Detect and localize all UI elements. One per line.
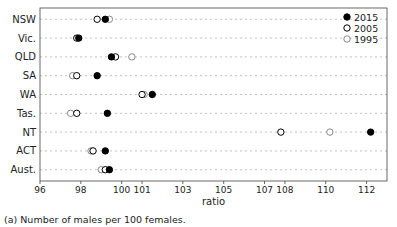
y-tick-label: QLD: [15, 51, 36, 62]
grid-line: [40, 94, 387, 95]
chart: 96 98 100101 103 105 107108 110 112 ratio NSW Vic.…: [0, 0, 397, 227]
dot: [76, 35, 82, 41]
x-tick-label: 101: [133, 185, 150, 195]
legend-label: 2005: [354, 23, 378, 34]
grid-line: [40, 19, 387, 20]
y-tick-label: NSW: [12, 14, 36, 25]
grid-line: [40, 38, 387, 39]
x-tick-label: 105: [215, 185, 232, 195]
dot: [108, 54, 114, 60]
x-tick: [223, 181, 224, 184]
legend: 201520051995: [344, 12, 378, 45]
x-tick: [121, 181, 122, 184]
plot-frame: [40, 8, 387, 181]
dot: [139, 91, 145, 97]
dot: [74, 110, 80, 116]
legend-label: 1995: [354, 34, 378, 45]
dot: [67, 110, 73, 116]
points: [67, 16, 373, 173]
dot: [94, 72, 100, 78]
x-tick: [80, 181, 81, 184]
y-tick-label: Tas.: [16, 108, 36, 119]
footnote: (a) Number of males per 100 females.: [4, 214, 186, 225]
y-tick-label: WA: [20, 89, 36, 100]
x-tick: [366, 181, 367, 184]
legend-swatch: [344, 25, 350, 31]
x-tick-label: 107: [256, 185, 273, 195]
grid-line: [40, 75, 387, 76]
y-tick-label: ACT: [16, 145, 37, 156]
dot: [367, 129, 373, 135]
x-tick-label: 112: [358, 185, 375, 195]
y-tick-label: Aust.: [11, 164, 37, 175]
x-tick-label: 98: [75, 185, 87, 195]
dot: [102, 148, 108, 154]
dot: [129, 54, 135, 60]
x-tick-label: 96: [34, 185, 46, 195]
y-tick-label: SA: [23, 70, 37, 81]
x-axis-label: ratio: [202, 196, 225, 207]
grid-line: [40, 132, 387, 133]
x-tick-label: 100: [113, 185, 130, 195]
x-tick: [142, 181, 143, 184]
legend-swatch: [344, 14, 350, 20]
dot: [149, 91, 155, 97]
dot: [104, 110, 110, 116]
x-tick: [284, 181, 285, 184]
dot: [102, 16, 108, 22]
y-tick-label: NT: [22, 127, 36, 138]
grid-line: [40, 113, 387, 114]
dot: [74, 72, 80, 78]
dot: [106, 167, 112, 173]
legend-swatch: [344, 36, 350, 42]
dot: [90, 148, 96, 154]
x-tick: [40, 181, 41, 184]
x-tick: [264, 181, 265, 184]
grid-line: [40, 169, 387, 170]
dot: [94, 16, 100, 22]
x-tick: [325, 181, 326, 184]
x-tick-label: 103: [174, 185, 191, 195]
dot: [278, 129, 284, 135]
x-tick-label: 110: [317, 185, 334, 195]
legend-label: 2015: [354, 12, 378, 23]
grid-line: [40, 56, 387, 57]
x-tick-label: 108: [276, 185, 293, 195]
y-tick-label: Vic.: [18, 33, 36, 44]
dot: [327, 129, 333, 135]
x-tick: [182, 181, 183, 184]
